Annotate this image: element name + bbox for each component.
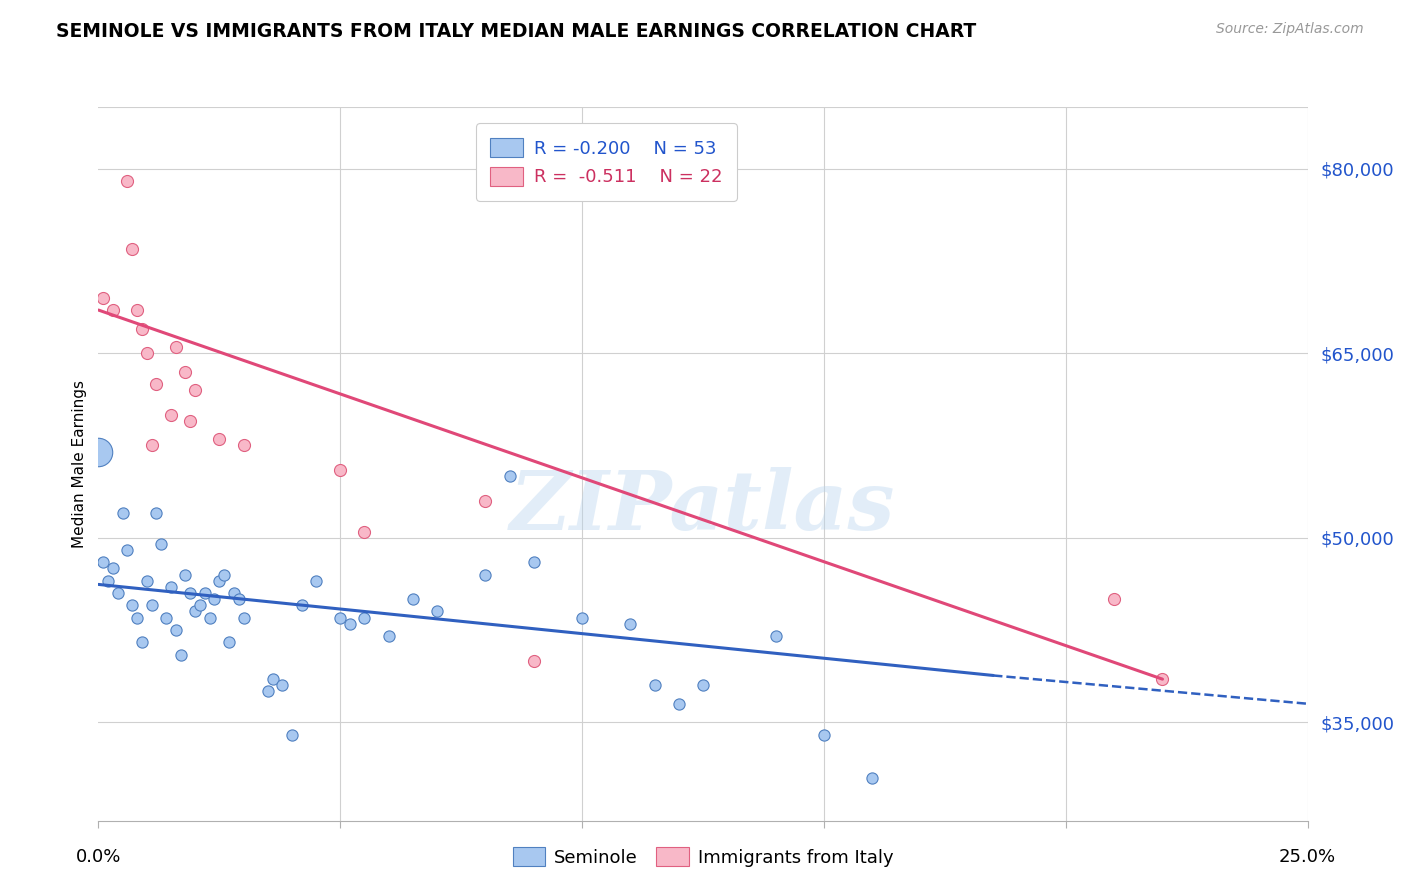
Point [184, 383, 207, 397]
Point [135, 346, 157, 360]
Point [121, 599, 143, 613]
Point [131, 321, 153, 335]
Text: Source: ZipAtlas.com: Source: ZipAtlas.com [1216, 22, 1364, 37]
Point [402, 592, 425, 607]
Point [165, 623, 187, 637]
Y-axis label: Median Male Earnings: Median Male Earnings [72, 380, 87, 548]
Point [426, 605, 449, 619]
Text: 25.0%: 25.0% [1279, 847, 1336, 866]
Text: 0.0%: 0.0% [76, 847, 121, 866]
Point [160, 408, 183, 422]
Point [523, 654, 546, 668]
Point [765, 629, 787, 643]
Point [121, 242, 143, 256]
Point [474, 567, 496, 582]
Point [117, 174, 139, 188]
Point [145, 506, 167, 520]
Point [194, 586, 217, 600]
Point [208, 574, 231, 588]
Point [692, 678, 714, 692]
Point [212, 567, 235, 582]
Legend: Seminole, Immigrants from Italy: Seminole, Immigrants from Italy [503, 838, 903, 876]
Point [131, 635, 153, 649]
Point [281, 727, 304, 741]
Point [860, 771, 883, 785]
Point [474, 493, 496, 508]
Point [117, 543, 139, 558]
Point [377, 629, 399, 643]
Point [198, 610, 221, 624]
Point [353, 610, 375, 624]
Point [339, 616, 361, 631]
Point [262, 672, 284, 686]
Point [145, 376, 167, 391]
Point [619, 616, 641, 631]
Text: SEMINOLE VS IMMIGRANTS FROM ITALY MEDIAN MALE EARNINGS CORRELATION CHART: SEMINOLE VS IMMIGRANTS FROM ITALY MEDIAN… [56, 22, 977, 41]
Point [218, 635, 240, 649]
Point [668, 697, 690, 711]
Point [1102, 592, 1125, 607]
Point [222, 586, 245, 600]
Point [107, 586, 129, 600]
Point [329, 610, 352, 624]
Point [127, 303, 149, 318]
Point [329, 463, 352, 477]
Point [228, 592, 250, 607]
Point [184, 605, 207, 619]
Point [155, 610, 177, 624]
Point [87, 444, 110, 458]
Point [101, 303, 124, 318]
Point [141, 599, 163, 613]
Point [101, 561, 124, 575]
Point [141, 438, 163, 452]
Point [271, 678, 294, 692]
Point [498, 469, 520, 483]
Point [1152, 672, 1174, 686]
Point [91, 291, 114, 305]
Point [290, 599, 312, 613]
Point [305, 574, 328, 588]
Point [111, 506, 134, 520]
Point [174, 365, 197, 379]
Text: ZIPatlas: ZIPatlas [510, 467, 896, 547]
Point [204, 592, 226, 607]
Point [165, 340, 187, 354]
Point [169, 648, 191, 662]
Point [150, 537, 173, 551]
Point [179, 586, 201, 600]
Point [232, 438, 254, 452]
Point [571, 610, 593, 624]
Point [256, 684, 278, 698]
Point [813, 727, 835, 741]
Point [188, 599, 211, 613]
Point [174, 567, 197, 582]
Point [232, 610, 254, 624]
Point [91, 555, 114, 569]
Point [353, 524, 375, 539]
Point [179, 414, 201, 428]
Point [160, 580, 183, 594]
Point [127, 610, 149, 624]
Point [523, 555, 546, 569]
Point [97, 574, 120, 588]
Point [135, 574, 157, 588]
Point [644, 678, 666, 692]
Point [208, 432, 231, 446]
